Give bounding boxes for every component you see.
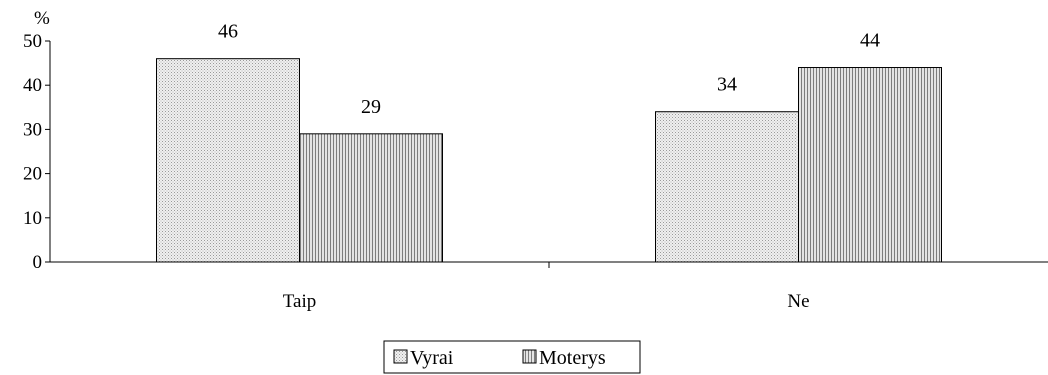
data-label: 34 (717, 74, 737, 96)
category-label: Taip (283, 291, 317, 312)
y-tick-label: 40 (23, 75, 42, 96)
bar-moterys-ne (798, 67, 942, 263)
y-tick-label: 0 (33, 252, 43, 273)
category-label: Ne (787, 291, 809, 312)
data-labels: 46 29 34 44 (218, 21, 880, 118)
legend: Vyrai Moterys (383, 340, 641, 374)
legend-box (383, 340, 641, 374)
y-tick-label: 20 (23, 164, 42, 185)
data-label: 29 (361, 96, 381, 118)
bars (156, 58, 942, 263)
y-tick-label: 50 (23, 31, 42, 52)
data-label: 46 (218, 21, 238, 43)
bar-moterys-taip (299, 133, 443, 263)
legend-swatch-moterys (522, 349, 537, 364)
y-tick-label: 30 (23, 119, 42, 140)
legend-label-moterys: Moterys (539, 347, 606, 369)
y-tick-label: 10 (23, 208, 42, 229)
data-label: 44 (860, 30, 880, 52)
bar-vyrai-ne (655, 111, 799, 263)
bar-vyrai-taip (156, 58, 300, 263)
legend-label-vyrai: Vyrai (410, 347, 454, 369)
legend-swatch-vyrai (393, 349, 408, 364)
y-axis-unit-label: % (34, 8, 50, 29)
